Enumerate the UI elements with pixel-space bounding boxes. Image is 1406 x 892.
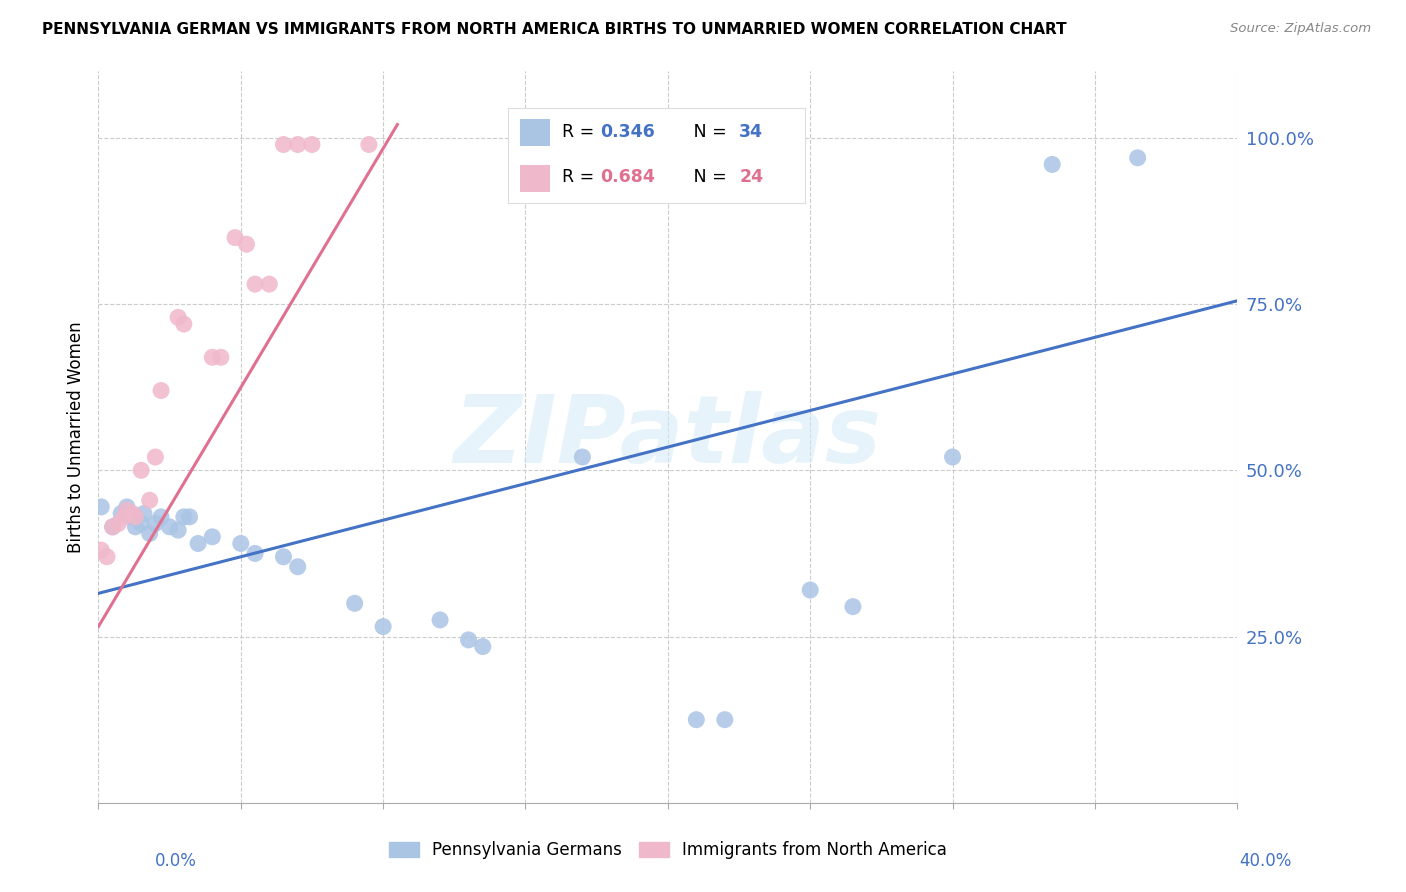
Point [571, 450, 593, 464]
Point [159, 520, 181, 534]
Point [107, 516, 129, 531]
Point [287, 137, 309, 152]
Text: 40.0%: 40.0% [1239, 852, 1292, 870]
Point [799, 582, 821, 597]
Point [685, 713, 707, 727]
Point [1126, 151, 1149, 165]
Point [167, 310, 190, 325]
Point [287, 559, 309, 574]
Point [121, 507, 143, 521]
Point [173, 317, 195, 331]
Point [187, 536, 209, 550]
Point [132, 507, 155, 521]
Point [714, 713, 737, 727]
Text: ZIPatlas: ZIPatlas [454, 391, 882, 483]
Point [138, 493, 160, 508]
Point [942, 450, 965, 464]
Point [1040, 157, 1063, 171]
Point [124, 520, 146, 534]
Point [101, 520, 124, 534]
Point [110, 507, 132, 521]
Point [343, 596, 366, 610]
Point [273, 549, 295, 564]
Point [373, 619, 395, 633]
Point [243, 277, 266, 292]
Point [145, 450, 167, 464]
Point [842, 599, 865, 614]
Point [138, 526, 160, 541]
Point [229, 536, 252, 550]
Point [115, 503, 138, 517]
Point [101, 520, 124, 534]
Point [301, 137, 323, 152]
Text: PENNSYLVANIA GERMAN VS IMMIGRANTS FROM NORTH AMERICA BIRTHS TO UNMARRIED WOMEN C: PENNSYLVANIA GERMAN VS IMMIGRANTS FROM N… [42, 22, 1067, 37]
Point [145, 516, 167, 531]
Point [429, 613, 451, 627]
Point [471, 640, 494, 654]
Point [124, 509, 146, 524]
Point [129, 516, 152, 531]
Point [129, 463, 152, 477]
Y-axis label: Births to Unmarried Women: Births to Unmarried Women [66, 321, 84, 553]
Point [209, 351, 232, 365]
Point [243, 546, 266, 560]
Point [457, 632, 479, 647]
Point [112, 509, 135, 524]
Point [273, 137, 295, 152]
Point [96, 549, 118, 564]
Point [235, 237, 257, 252]
Legend: Pennsylvania Germans, Immigrants from North America: Pennsylvania Germans, Immigrants from No… [381, 833, 955, 868]
Point [357, 137, 380, 152]
Point [259, 277, 281, 292]
Point [167, 523, 190, 537]
Point [150, 509, 173, 524]
Text: 0.0%: 0.0% [155, 852, 197, 870]
Text: Source: ZipAtlas.com: Source: ZipAtlas.com [1230, 22, 1371, 36]
Point [224, 230, 246, 244]
Point [121, 509, 143, 524]
Point [90, 500, 112, 514]
Point [173, 509, 195, 524]
Point [115, 500, 138, 514]
Point [201, 351, 224, 365]
Point [179, 509, 201, 524]
Point [150, 384, 173, 398]
Point [90, 543, 112, 558]
Point [201, 530, 224, 544]
